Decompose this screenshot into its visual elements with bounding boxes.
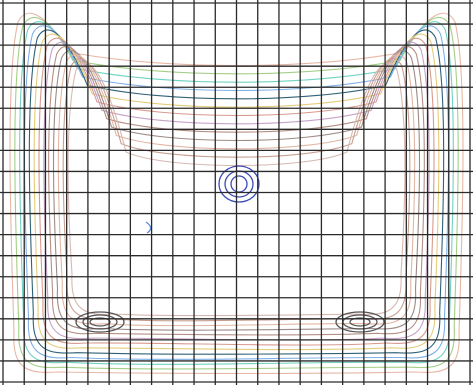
left-bottom-hotspot-ring-2 [82, 314, 118, 330]
contour-level-4 [23, 25, 450, 360]
contour-level-7 [38, 37, 435, 346]
contour-level-12 [62, 58, 411, 322]
contour-level-9 [48, 45, 425, 336]
central-hotspot-ring-1 [218, 165, 260, 203]
left-bottom-hotspot-ring-3 [89, 317, 111, 327]
central-hotspot-ring-3 [230, 175, 248, 193]
left-mark [145, 221, 152, 234]
hotspot-features [75, 165, 385, 333]
contour-level-10 [52, 49, 421, 331]
right-bottom-hotspot-ring-2 [342, 314, 378, 330]
right-bottom-hotspot-ring-1 [335, 311, 385, 333]
contour-level-11 [57, 54, 416, 327]
right-bottom-hotspot-ring-3 [349, 317, 371, 327]
contour-level-5 [28, 29, 445, 355]
contour-level-3 [19, 21, 454, 365]
left-bottom-hotspot-ring-1 [75, 311, 125, 333]
contour-level-1 [9, 12, 464, 375]
